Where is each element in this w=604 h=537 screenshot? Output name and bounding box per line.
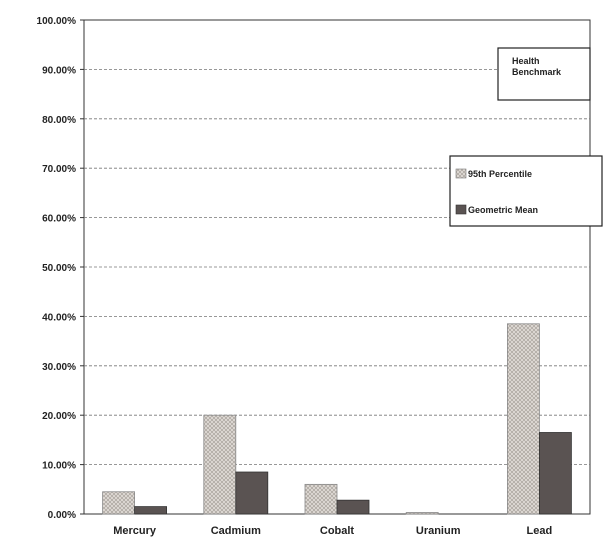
- y-tick-label: 70.00%: [42, 164, 76, 175]
- bar-cadmium-geomean: [235, 471, 269, 515]
- y-tick-label: 0.00%: [48, 510, 76, 521]
- x-tick-label: Lead: [527, 525, 553, 537]
- legend-swatch-95th-percentile: [455, 168, 467, 179]
- bar-cadmium-p95: [203, 414, 237, 515]
- y-tick-label: 10.00%: [42, 461, 76, 472]
- x-tick-label: Mercury: [113, 525, 157, 537]
- y-tick-label: 40.00%: [42, 312, 76, 323]
- bar-cobalt-geomean: [336, 499, 370, 515]
- bar-mercury-p95: [102, 491, 135, 515]
- x-tick-label: Cadmium: [211, 525, 261, 537]
- bar-lead-p95: [506, 323, 540, 515]
- legend: 95th Percentile Geometric Mean: [449, 155, 603, 227]
- y-tick-label: 20.00%: [42, 411, 76, 422]
- y-tick-label: 30.00%: [42, 362, 76, 373]
- x-tick-label: Cobalt: [320, 525, 355, 537]
- x-tick-label: Uranium: [416, 525, 461, 537]
- y-tick-label: 100.00%: [37, 16, 77, 27]
- y-tick-label: 50.00%: [42, 263, 76, 274]
- legend-label-95th-percentile: 95th Percentile: [468, 169, 532, 179]
- bars: [102, 323, 572, 515]
- bar-cobalt-p95: [304, 483, 338, 515]
- bar-lead-geomean: [539, 432, 572, 515]
- health-benchmark-line: Health: [512, 56, 540, 66]
- y-tick-label: 90.00%: [42, 65, 76, 76]
- y-tick-label: 60.00%: [42, 214, 76, 225]
- legend-swatch-geometric-mean: [455, 204, 467, 215]
- health-benchmark-line: Benchmark: [512, 67, 562, 77]
- y-axis-ticks: 0.00% 10.00% 20.00% 30.00% 40.00% 50.00% 60.00…: [37, 16, 84, 521]
- y-tick-label: 80.00%: [42, 115, 76, 126]
- health-benchmark-label: Health Benchmark: [512, 56, 562, 77]
- bar-uranium-p95: [405, 512, 439, 515]
- x-axis-labels: Mercury Cadmium Cobalt Uranium Lead: [113, 525, 552, 537]
- health-benchmark-box: Health Benchmark: [497, 47, 591, 101]
- legend-label-geometric-mean: Geometric Mean: [468, 205, 538, 215]
- bar-mercury-geomean: [134, 506, 168, 515]
